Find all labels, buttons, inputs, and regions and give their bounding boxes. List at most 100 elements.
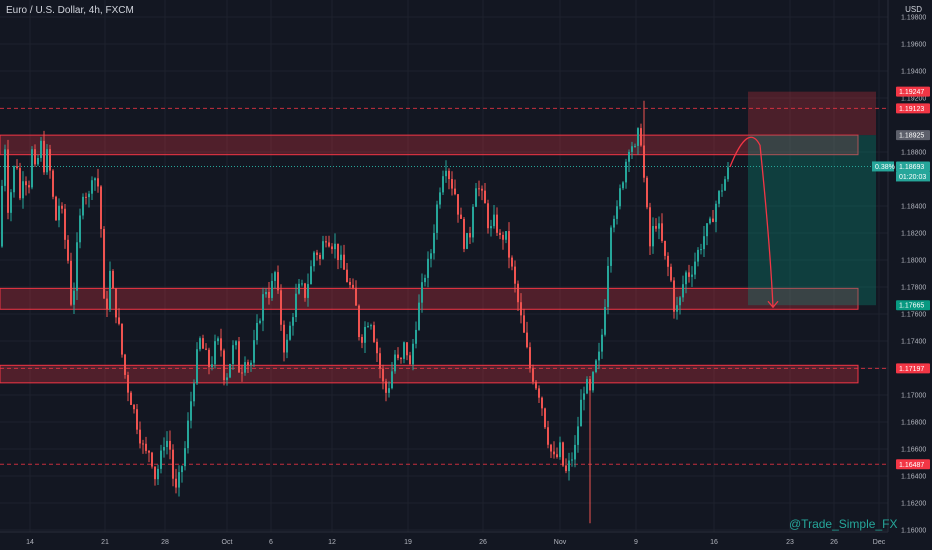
candle-body xyxy=(61,205,63,209)
candle-body xyxy=(373,325,375,342)
candle xyxy=(148,450,150,463)
candle-body xyxy=(253,340,255,363)
price-tick-label: 1.19600 xyxy=(901,42,926,49)
candle xyxy=(301,279,303,287)
candle xyxy=(616,200,618,225)
candle xyxy=(340,245,342,269)
candle xyxy=(487,199,489,234)
price-tick-label: 1.17400 xyxy=(901,339,926,346)
candle-body xyxy=(655,226,657,229)
candle xyxy=(106,290,108,318)
candle-body xyxy=(535,381,537,389)
price-tick-label: 1.17600 xyxy=(901,312,926,319)
candle-body xyxy=(385,381,387,393)
candle-body xyxy=(616,206,618,219)
time-tick-label: 9 xyxy=(634,539,638,546)
price-tick-label: 1.18800 xyxy=(901,150,926,157)
candle xyxy=(52,169,54,200)
candle-body xyxy=(7,149,9,213)
candle xyxy=(499,229,501,240)
candle-body xyxy=(484,190,486,204)
candle-body xyxy=(604,307,606,335)
candle-body xyxy=(421,282,423,303)
candle xyxy=(460,207,462,220)
candle-body xyxy=(568,460,570,472)
candle-body xyxy=(460,214,462,219)
candle xyxy=(691,266,693,287)
candle-body xyxy=(382,368,384,382)
candle-body xyxy=(499,232,501,235)
candle xyxy=(271,273,273,301)
candle-body xyxy=(130,392,132,405)
candle-body xyxy=(415,329,417,344)
candle xyxy=(211,356,213,371)
price-tick-label: 1.16400 xyxy=(901,474,926,481)
candle xyxy=(655,218,657,232)
candle xyxy=(55,195,57,221)
candle-body xyxy=(115,288,117,318)
candle xyxy=(70,252,72,307)
candle-body xyxy=(502,234,504,240)
time-tick-label: Dec xyxy=(873,539,886,546)
candle-body xyxy=(145,443,147,451)
candle-body xyxy=(214,341,216,365)
candle-body xyxy=(721,190,723,192)
candle xyxy=(40,137,42,162)
candle xyxy=(445,160,447,183)
price-axis: 1.19800 1.19600 1.19400 1.19200 1.18800 1.184… xyxy=(901,15,926,535)
candle-body xyxy=(580,399,582,427)
candle-body xyxy=(397,354,399,359)
candle xyxy=(241,364,243,382)
candle xyxy=(709,216,711,225)
candle xyxy=(421,273,423,313)
candle xyxy=(100,185,102,238)
candle-body xyxy=(412,343,414,365)
candle xyxy=(286,334,288,359)
price-tag xyxy=(896,363,930,374)
candle xyxy=(628,149,630,172)
candle xyxy=(256,314,258,345)
candle xyxy=(490,219,492,237)
candle xyxy=(214,334,216,369)
candle xyxy=(358,304,360,341)
candle-body xyxy=(325,241,327,243)
candle xyxy=(667,252,669,277)
candle-body xyxy=(91,180,93,194)
candle-body xyxy=(271,280,273,298)
candle xyxy=(127,371,129,402)
candle-body xyxy=(163,447,165,451)
candle-body xyxy=(643,145,645,178)
candle xyxy=(247,359,249,374)
candle xyxy=(280,284,282,331)
candle xyxy=(289,321,291,341)
candle-body xyxy=(328,242,330,247)
candle xyxy=(448,168,450,190)
projection-arrowhead xyxy=(767,300,779,309)
candle xyxy=(526,321,528,349)
candle xyxy=(610,225,612,273)
candle-body xyxy=(487,203,489,229)
candle-body xyxy=(67,239,69,261)
candle-body xyxy=(532,368,534,382)
candle-body xyxy=(445,170,447,177)
candle-body xyxy=(454,188,456,195)
candle-body xyxy=(694,261,696,275)
candle-body xyxy=(307,284,309,298)
candle xyxy=(598,342,600,370)
candle xyxy=(217,336,219,345)
candle-body xyxy=(565,465,567,472)
candle xyxy=(535,379,537,390)
candle xyxy=(16,159,18,170)
candle-body xyxy=(571,459,573,461)
candle xyxy=(397,347,399,361)
candle-body xyxy=(94,178,96,181)
candle xyxy=(94,177,96,191)
candle-body xyxy=(175,478,177,488)
candle xyxy=(712,210,714,223)
candle-body xyxy=(154,466,156,480)
candle xyxy=(10,189,12,222)
candle-body xyxy=(418,302,420,330)
candle xyxy=(715,200,717,233)
candle xyxy=(34,144,36,167)
